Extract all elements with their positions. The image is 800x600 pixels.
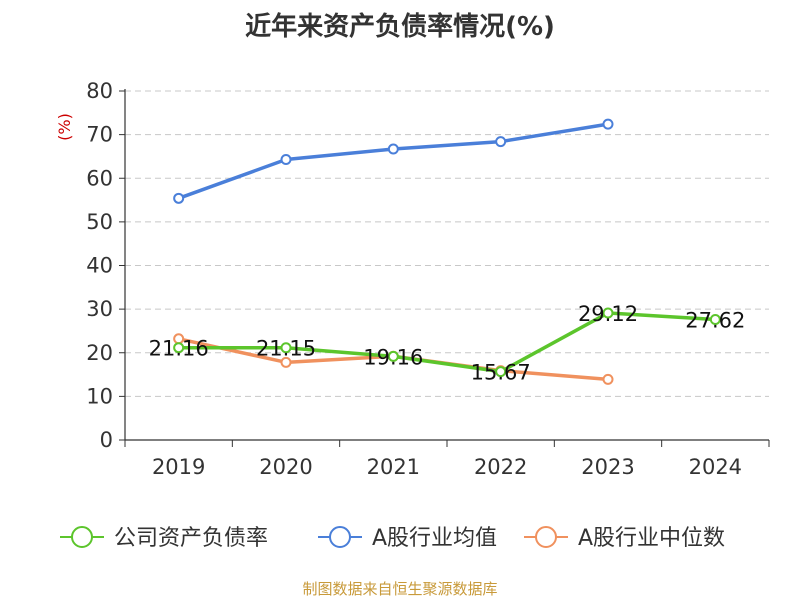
y-tick-label: 80	[86, 79, 113, 103]
x-tick-label: 2022	[474, 455, 527, 479]
x-tick-label: 2021	[367, 455, 420, 479]
data-point	[495, 136, 507, 148]
series	[173, 118, 721, 385]
legend-marker-icon	[329, 526, 351, 548]
x-tick-label: 2023	[581, 455, 634, 479]
legend-marker-icon	[71, 526, 93, 548]
y-tick-label: 40	[86, 254, 113, 278]
data-point	[602, 307, 614, 319]
data-label: 19.16	[363, 345, 423, 369]
data-point	[495, 366, 507, 378]
legend-item[interactable]: 公司资产负债率	[60, 526, 268, 551]
y-tick-label: 50	[86, 210, 113, 234]
legend-marker-icon	[535, 526, 557, 548]
y-tick-label: 10	[86, 384, 113, 408]
x-tick-label: 2019	[152, 455, 205, 479]
y-tick-label: 0	[100, 428, 113, 452]
chart-title: 近年来资产负债率情况(%)	[245, 12, 555, 42]
legend-label: A股行业均值	[372, 526, 497, 551]
data-point	[602, 373, 614, 385]
y-tick-label: 20	[86, 341, 113, 365]
data-label: 21.15	[256, 337, 316, 361]
series-line	[178, 311, 716, 374]
data-label: 27.62	[685, 309, 745, 333]
y-tick-label: 60	[86, 166, 113, 190]
data-point	[602, 118, 614, 130]
data-point	[173, 342, 185, 354]
y-axis-title: (%)	[55, 113, 74, 141]
data-point	[387, 350, 399, 362]
gridlines	[125, 90, 769, 397]
series-line	[178, 122, 609, 200]
data-label: 15.67	[471, 361, 531, 385]
data-point	[387, 143, 399, 155]
data-labels: 21.16 21.15 19.16 15.67 29.12 27.62	[149, 302, 746, 385]
data-point	[709, 314, 721, 326]
legend-label: A股行业中位数	[578, 526, 725, 551]
legend-item[interactable]: A股行业均值	[318, 526, 497, 551]
y-tick-label: 30	[86, 297, 113, 321]
legend-item[interactable]: A股行业中位数	[524, 526, 725, 551]
data-point	[280, 153, 292, 165]
x-tick-label: 2020	[259, 455, 312, 479]
data-label: 21.16	[149, 337, 209, 361]
y-tick-label: 70	[86, 123, 113, 147]
data-point	[173, 192, 185, 204]
legend-label: 公司资产负债率	[114, 526, 268, 551]
legend[interactable]: 公司资产负债率 A股行业均值 A股行业中位数	[60, 526, 725, 551]
data-point	[280, 356, 292, 368]
source-note: 制图数据来自恒生聚源数据库	[302, 580, 498, 598]
data-label: 29.12	[578, 302, 638, 326]
axes: 0 10 20 30 40 50 60 70 80 2019 2020 2021 2022 2023 202…	[86, 79, 770, 479]
x-tick-label: 2024	[689, 455, 742, 479]
data-point	[280, 342, 292, 354]
